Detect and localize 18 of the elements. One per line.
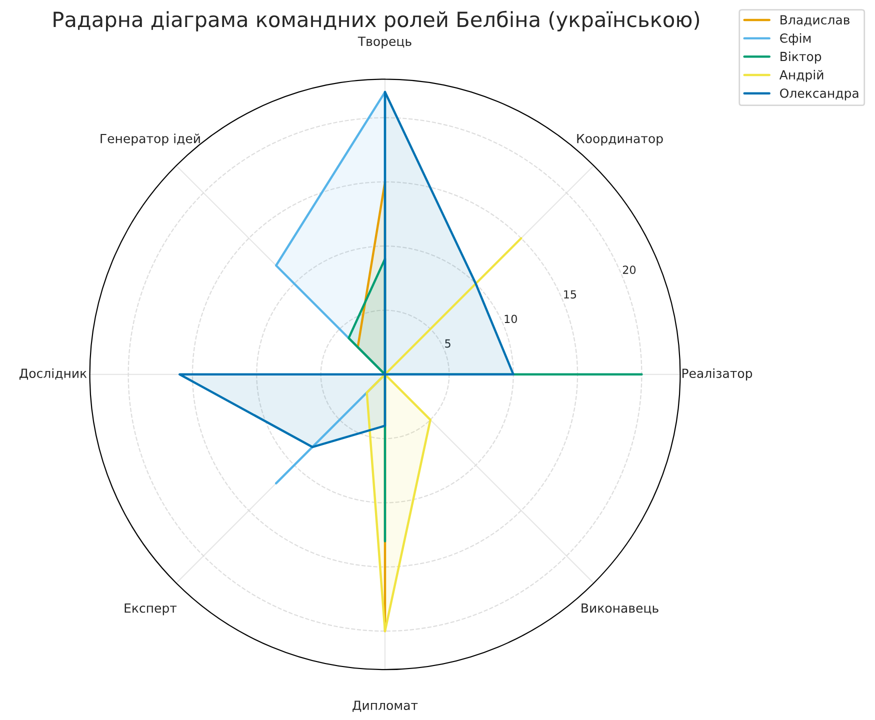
legend-label: Андрій [779,70,824,82]
legend-label: Олександра [780,88,858,100]
spoke-label: Реалізатор [682,368,752,380]
y-tick-label: 15 [564,290,576,299]
spoke-label: Дослідник [19,368,87,380]
spoke-label: Генератор ідей [100,134,200,146]
chart-title: Радарна діаграма командних ролей Белбіна (українською) [54,10,700,32]
y-tick-label: 20 [622,266,636,274]
legend-label: Віктор [780,52,822,64]
y-tick-label: 10 [504,314,517,324]
y-tick-label: 5 [445,339,450,348]
spoke-label: Експерт [124,604,177,616]
spoke-label: Дипломат [352,700,418,712]
legend-label: Владислав [780,15,850,26]
legend-label: Єфім [780,33,811,46]
spoke-label: Виконавець [582,604,658,614]
spoke-label: Координатор [577,134,663,146]
spoke-label: Творець [358,36,412,48]
